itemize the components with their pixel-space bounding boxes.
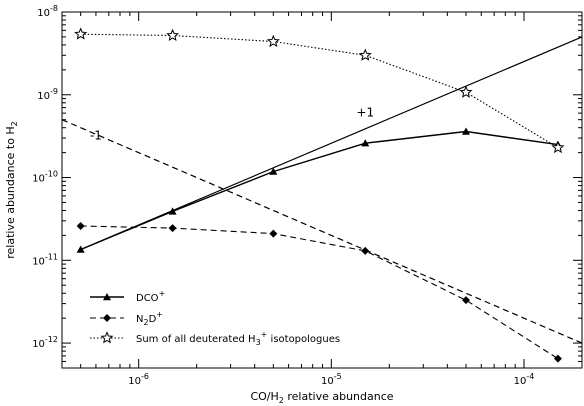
slope-annotation: -1 [90, 128, 102, 142]
data-point-star [551, 140, 565, 154]
legend-label: Sum of all deuterated H3+ isotopologues [136, 330, 340, 347]
series-line [80, 130, 558, 251]
series-layer [74, 27, 565, 363]
data-point-triangle [76, 245, 85, 253]
data-point-star [358, 48, 372, 61]
data-point-diamond [553, 354, 562, 363]
series-1 [76, 221, 562, 363]
data-point-diamond [168, 224, 177, 233]
x-tick-label: 10-6 [128, 372, 149, 387]
series-0 [76, 127, 562, 253]
y-axis-title: relative abundance to H2 [4, 121, 19, 259]
y-tick-label: 10-9 [37, 87, 58, 102]
series-2 [74, 27, 565, 154]
data-point-triangle [462, 127, 471, 135]
y-tick-label: 10-8 [37, 4, 58, 19]
y-tick-label: 10-10 [32, 170, 58, 185]
legend: DCO+ N2D+ Sum of all deuterated H3+ isotop… [90, 289, 340, 347]
slope-annotation: +1 [356, 105, 374, 119]
data-point-diamond [462, 296, 471, 305]
data-point-triangle [168, 207, 177, 215]
y-tick-label: 10-12 [32, 335, 58, 350]
reference-line [80, 36, 583, 251]
data-point-star [459, 85, 473, 98]
reference-line [61, 119, 583, 344]
tick-labels: 10-6 10-5 10-4 10-12 10-11 10-10 10-9 10-8 [32, 4, 534, 387]
reference-lines: +1 -1 [61, 36, 583, 344]
data-point-star [266, 34, 280, 48]
data-point-diamond [103, 314, 111, 322]
legend-label: DCO+ [136, 289, 165, 304]
data-point-triangle [103, 293, 111, 301]
y-tick-label: 10-11 [32, 252, 58, 267]
data-point-star [100, 331, 114, 344]
data-point-triangle [269, 167, 278, 175]
x-tick-label: 10-5 [321, 372, 342, 387]
data-point-triangle [361, 139, 370, 147]
data-point-diamond [269, 229, 278, 238]
series-line [80, 33, 559, 149]
x-axis-title: CO/H2 relative abundance [250, 390, 393, 405]
data-point-star [166, 28, 180, 42]
data-point-diamond [76, 221, 85, 230]
data-point-diamond [361, 246, 370, 255]
ticks-layer [61, 11, 583, 369]
legend-label: N2D+ [136, 310, 163, 327]
x-tick-label: 10-4 [514, 372, 535, 387]
data-point-star [74, 27, 88, 40]
